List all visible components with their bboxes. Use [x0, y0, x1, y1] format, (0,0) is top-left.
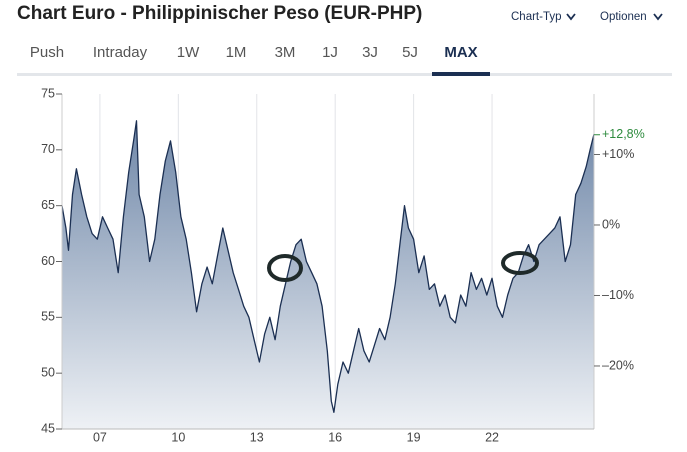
tab[interactable]: Push	[30, 44, 64, 61]
tab[interactable]: Intraday	[93, 44, 148, 61]
x-tick-label: 19	[407, 430, 421, 444]
tab-indicator	[432, 72, 490, 76]
chart-type-menu[interactable]: Chart-Typ	[511, 11, 562, 23]
x-tick-label: 13	[250, 430, 264, 444]
x-tick-label: 22	[485, 430, 499, 444]
chart-title: Chart Euro - Philippinischer Peso (EUR-P…	[17, 3, 422, 24]
y2-tick-label: –10%	[602, 288, 634, 302]
plot: 07 10 13 16 19 22 45 50 55 60 65 70 75 +10% 0% –10% –20%…	[41, 86, 645, 444]
x-tick-label: 10	[171, 430, 185, 444]
y2-tick-label: –20%	[602, 358, 634, 372]
tab[interactable]: 1M	[226, 44, 247, 61]
tab[interactable]: 5J	[402, 44, 418, 61]
tab-rail	[17, 73, 672, 76]
area	[62, 120, 594, 430]
y-tick-label: 75	[41, 86, 55, 100]
x-tick-label: 07	[93, 430, 107, 444]
line	[61, 120, 595, 413]
tab-active[interactable]: MAX	[444, 44, 477, 61]
y2-tick-label: +10%	[602, 147, 634, 161]
y2-tick-label: 0%	[602, 217, 620, 231]
x-tick-label: 16	[328, 430, 342, 444]
y-tick-label: 45	[41, 421, 55, 435]
y-tick-label: 60	[41, 254, 55, 268]
current-change-label: +12,8%	[602, 127, 645, 141]
tab[interactable]: 1J	[322, 44, 338, 61]
y-tick-label: 55	[41, 310, 55, 324]
tab[interactable]: 3J	[362, 44, 378, 61]
tab[interactable]: 1W	[177, 44, 200, 61]
highlight-circle	[501, 251, 539, 275]
chevron	[566, 13, 576, 21]
tab[interactable]: 3M	[275, 44, 296, 61]
y-tick-label: 50	[41, 365, 55, 379]
y-tick-label: 65	[41, 198, 55, 212]
chevron	[653, 13, 663, 21]
highlight-circle	[267, 254, 303, 282]
y-tick-label: 70	[41, 142, 55, 156]
options-menu[interactable]: Optionen	[600, 11, 647, 23]
